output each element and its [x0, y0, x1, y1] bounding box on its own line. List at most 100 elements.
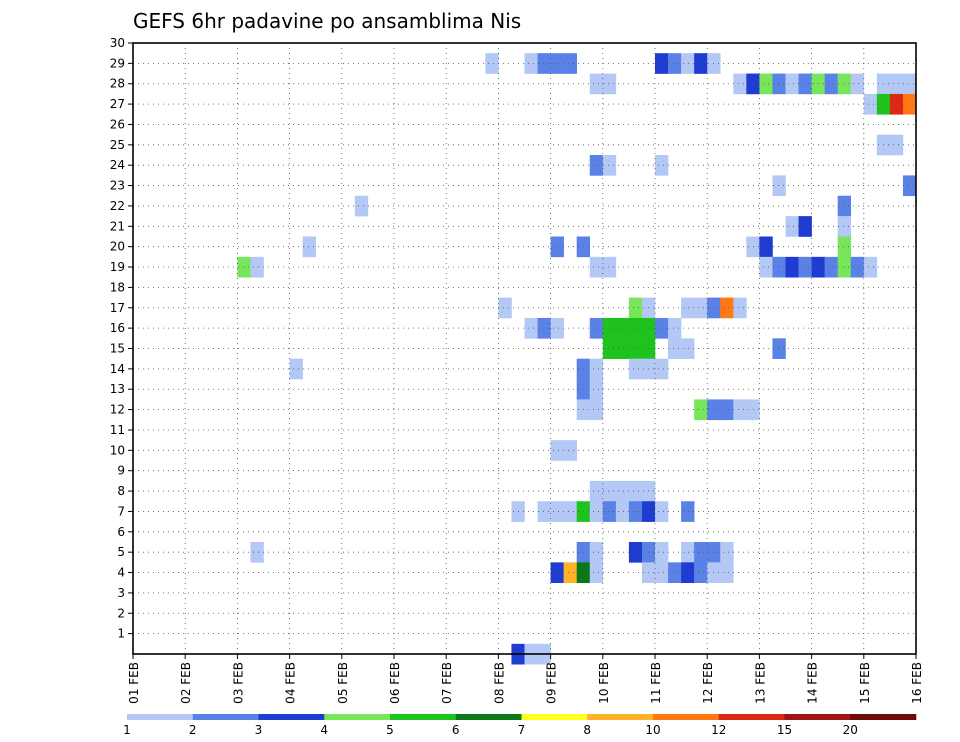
- heatmap-cell: [589, 501, 604, 522]
- y-tick-label: 21: [110, 219, 125, 233]
- heatmap-cell: [837, 73, 852, 95]
- heatmap-cell: [681, 562, 695, 584]
- heatmap-cell: [524, 317, 538, 339]
- heatmap-cell: [602, 501, 617, 522]
- heatmap-cell: [615, 480, 630, 502]
- legend-label: 5: [386, 723, 394, 737]
- y-tick-label: 8: [117, 484, 125, 498]
- chart-title: GEFS 6hr padavine po ansamblima Nis: [133, 9, 521, 33]
- y-tick-label: 24: [110, 158, 125, 172]
- heatmap-cell: [889, 134, 904, 156]
- grid-lines: [133, 43, 916, 654]
- heatmap-cell: [668, 53, 682, 74]
- legend-swatch: [587, 714, 654, 720]
- heatmap-cell: [837, 236, 852, 258]
- y-tick-label: 20: [110, 240, 125, 254]
- heatmap-cell: [589, 562, 604, 584]
- heatmap-cell: [302, 236, 316, 258]
- heatmap-cell: [563, 562, 577, 584]
- y-tick-label: 29: [110, 56, 125, 70]
- heatmap-cell: [602, 338, 617, 359]
- heatmap-cell: [759, 256, 773, 278]
- heatmap-cell: [602, 73, 617, 95]
- y-tick-label: 15: [110, 342, 125, 356]
- legend-label: 3: [255, 723, 263, 737]
- heatmap-cell: [655, 501, 669, 522]
- heatmap-cell: [537, 317, 551, 339]
- y-tick-label: 17: [110, 301, 125, 315]
- y-tick-label: 23: [110, 179, 125, 193]
- y-tick-label: 16: [110, 321, 125, 335]
- y-tick-label: 5: [117, 545, 125, 559]
- legend-label: 15: [777, 723, 792, 737]
- heatmap-cell: [850, 256, 865, 278]
- heatmap-cell: [655, 53, 669, 74]
- heatmap-cell: [602, 256, 617, 278]
- legend-swatch: [390, 714, 457, 720]
- y-tick-label: 11: [110, 423, 125, 437]
- y-tick-label: 18: [110, 280, 125, 294]
- heatmap-cell: [902, 175, 917, 197]
- heatmap-cell: [628, 358, 643, 380]
- heatmap-cell: [628, 541, 643, 563]
- legend-label: 2: [189, 723, 197, 737]
- heatmap-cell: [485, 53, 499, 74]
- y-tick-label: 7: [117, 504, 125, 518]
- heatmap-cell: [550, 236, 564, 258]
- heatmap-cell: [589, 379, 604, 400]
- heatmap-cell: [589, 73, 604, 95]
- heatmap-cell: [602, 317, 617, 339]
- heatmap-cell: [863, 93, 878, 115]
- heatmap-cell: [694, 297, 708, 319]
- heatmap-cell: [537, 53, 551, 74]
- heatmap-cell: [785, 256, 799, 278]
- heatmap-cell: [733, 73, 747, 95]
- heatmap-cell: [655, 317, 669, 339]
- heatmap-cell: [785, 73, 799, 95]
- heatmap-cell: [589, 256, 604, 278]
- x-tick-label: 11 FEB: [649, 662, 663, 704]
- heatmap-cell: [824, 256, 838, 278]
- heatmap-cell: [850, 73, 865, 95]
- y-tick-label: 28: [110, 77, 125, 91]
- heatmap-cell: [655, 155, 669, 176]
- heatmap-cell: [589, 317, 604, 339]
- heatmap-cell: [694, 541, 708, 563]
- heatmap-cell: [615, 338, 630, 359]
- heatmap-cell: [628, 317, 643, 339]
- x-tick-label: 14 FEB: [806, 662, 820, 704]
- heatmap-cell: [563, 53, 577, 74]
- legend-label: 6: [452, 723, 460, 737]
- heatmap-cell: [615, 501, 630, 522]
- x-tick-label: 09 FEB: [545, 662, 559, 704]
- x-tick-label: 01 FEB: [127, 662, 141, 704]
- y-tick-label: 1: [117, 627, 125, 641]
- heatmap-cell: [602, 480, 617, 502]
- heatmap-cell: [772, 175, 786, 197]
- heatmap-cell: [237, 256, 251, 278]
- heatmap-cell: [563, 440, 577, 461]
- heatmap-cell: [589, 480, 604, 502]
- y-tick-label: 25: [110, 138, 125, 152]
- x-tick-label: 15 FEB: [858, 662, 872, 704]
- heatmap-cell: [694, 399, 708, 421]
- heatmap-cell: [785, 216, 799, 237]
- heatmap-cell: [524, 53, 538, 74]
- heatmap-cell: [563, 501, 577, 522]
- heatmap-cell: [628, 501, 643, 522]
- legend-label: 20: [843, 723, 858, 737]
- x-tick-label: 10 FEB: [597, 662, 611, 704]
- heatmap-cell: [863, 256, 878, 278]
- legend-swatch: [455, 714, 522, 720]
- legend-swatch: [192, 714, 259, 720]
- heatmap-cell: [589, 541, 604, 563]
- heatmap-cell: [889, 93, 904, 115]
- heatmap-cell: [837, 195, 852, 217]
- legend-label: 12: [711, 723, 726, 737]
- heatmap-cell: [615, 317, 630, 339]
- x-tick-label: 07 FEB: [440, 662, 454, 704]
- heatmap-cell: [720, 399, 734, 421]
- legend-swatch: [850, 714, 917, 720]
- y-tick-label: 4: [117, 566, 125, 580]
- color-legend: 1 2 3 4 5 6 7 8 10 12 15 20: [123, 714, 917, 737]
